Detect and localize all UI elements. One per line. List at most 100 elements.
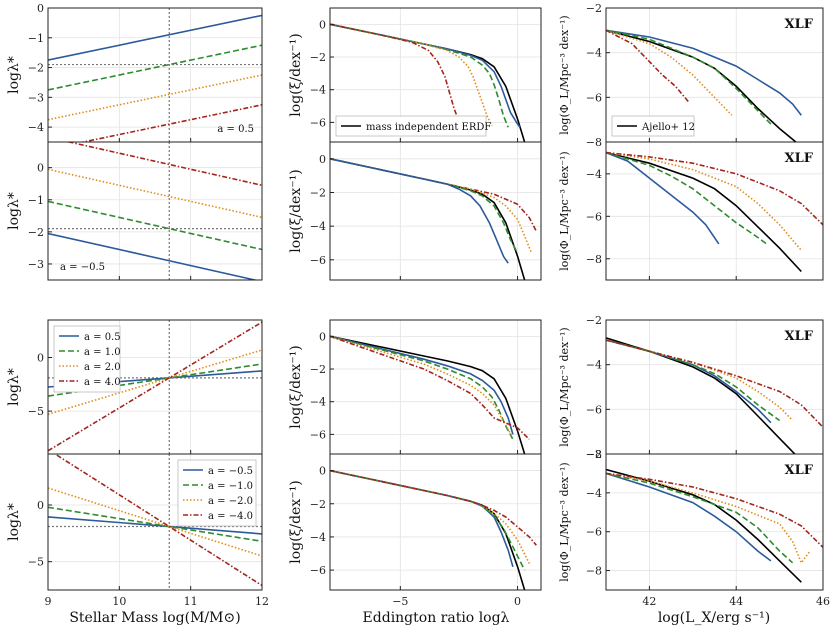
series-group [330,335,530,454]
y-tick-label: −6 [586,526,602,539]
axes-frame [329,453,542,591]
y-tick-label: −3 [28,258,44,271]
x-tick-label: 42 [642,595,656,608]
y-tick-label: 0 [37,352,44,365]
series-line-orange [330,23,493,127]
legend-label: a = −1.0 [208,481,253,492]
x-tick-label: 10 [112,595,126,608]
series-line-red [606,29,690,103]
axes-frame [47,7,263,143]
series-line-green [330,158,519,254]
series-line-green [330,469,526,571]
y-tick-label: −2 [586,314,602,327]
legend-label: a = −2.0 [208,496,253,507]
series-line-orange [606,29,733,116]
series-group [606,468,823,583]
y-tick-label: −6 [586,403,602,416]
y-axis-label: logλ* [6,368,22,406]
y-tick-label: −2 [28,62,44,75]
y-tick-label: −8 [586,565,602,578]
x-tick-label: −5 [392,595,408,608]
series-line-red [606,472,823,548]
panel-title: XLF [785,151,814,166]
y-tick-label: −6 [310,116,326,129]
panel-r2c2: 0 −2 −4 −6 log(ξ/dex⁻¹) [288,141,542,281]
legend-label: a = −0.5 [208,466,253,477]
y-axis-label: logλ* [6,192,22,230]
panel-annotation: a = 0.5 [217,124,254,135]
y-tick-label: 0 [37,162,44,175]
panel-title: XLF [785,17,814,32]
panel-annotation: a = −0.5 [60,262,105,273]
y-tick-label: −6 [310,428,326,441]
series-line-blue [330,335,514,435]
series-line-a-4-0 [53,454,262,587]
panels-group: 0 −1 −2 −3 −4 logλ* a = 0.5 0 −1 −2 −3 logλ* a = −0.… [6,2,830,608]
series-line-a-0-5 [48,516,262,535]
series-line-mass-independent-erdf [330,335,526,454]
panel-r3c1: 0 −5 logλ* a = 0.5 a = 1.0 a = 2.0 a = 4.0 [6,319,263,455]
series-line-blue [48,14,262,61]
y-tick-label: −6 [310,564,326,577]
series-line-ajello-12 [606,29,798,142]
y-tick-label: −4 [310,220,326,233]
series-line-ajello-12 [606,468,802,583]
y-tick-label: −2 [310,498,326,511]
series-group [48,142,262,280]
y-tick-label: −8 [586,448,602,461]
series-group [330,469,537,590]
series-line-red [606,151,823,226]
series-line-green [330,335,514,440]
series-line-orange [606,472,811,565]
y-axis-label: log(ξ/dex⁻¹) [288,169,304,252]
legend-label: a = −4.0 [208,511,253,522]
legend-label: a = 0.5 [84,332,121,343]
panel-r3c2: 0 −2 −4 −6 log(ξ/dex⁻¹) [288,319,542,455]
x-tick-label: 44 [729,595,743,608]
series-line-ajello-12 [606,337,796,454]
series-line-green [330,23,509,128]
axes-frame [605,453,824,591]
y-tick-label: −6 [586,91,602,104]
y-tick-label: −4 [586,168,602,181]
y-tick-label: −2 [28,226,44,239]
legend-label: a = 4.0 [84,377,121,388]
y-tick-label: −5 [28,556,44,569]
series-group [606,337,823,454]
y-tick-label: −4 [310,531,326,544]
series-line-red [330,158,538,232]
legend-label: a = 2.0 [84,362,121,373]
series-line-blue [48,232,259,280]
y-tick-label: −2 [310,363,326,376]
y-axis-label: log(ξ/dex⁻¹) [288,480,304,563]
y-tick-label: −6 [586,210,602,223]
series-line-orange [48,74,262,121]
series-line-ajello-12 [606,151,802,273]
panel-r4c2: 0 −2 −4 −6 −5 0 log(ξ/dex⁻¹) [288,453,542,608]
panel-title: XLF [785,329,814,344]
series-line-green [606,29,772,125]
y-axis-label: log(Φ_L/Mpc⁻³ dex⁻¹) [558,151,571,270]
y-axis-label: log(Φ_L/Mpc⁻³ dex⁻¹) [558,327,571,446]
series-line-blue [606,29,802,116]
legend: a = 0.5 a = 1.0 a = 2.0 a = 4.0 [53,325,121,393]
series-line-orange [48,168,262,219]
legend-label: a = 1.0 [84,347,121,358]
y-tick-label: −4 [586,47,602,60]
series-group [606,29,802,142]
y-tick-label: −1 [28,194,44,207]
y-tick-label: 0 [319,330,326,343]
legend-box [335,115,487,137]
series-line-blue [330,23,521,128]
series-line-red [65,142,262,187]
y-tick-label: −2 [586,2,602,15]
axes-frame [47,453,263,591]
y-tick-label: −6 [310,254,326,267]
panel-title: XLF [785,463,814,478]
series-line-blue [330,469,514,568]
series-group [48,454,262,587]
panel-r1c1: 0 −1 −2 −3 −4 logλ* a = 0.5 [6,2,263,143]
luminosity-x-label: log(L_X/erg s⁻¹) [658,610,770,626]
y-tick-label: −2 [586,448,602,461]
